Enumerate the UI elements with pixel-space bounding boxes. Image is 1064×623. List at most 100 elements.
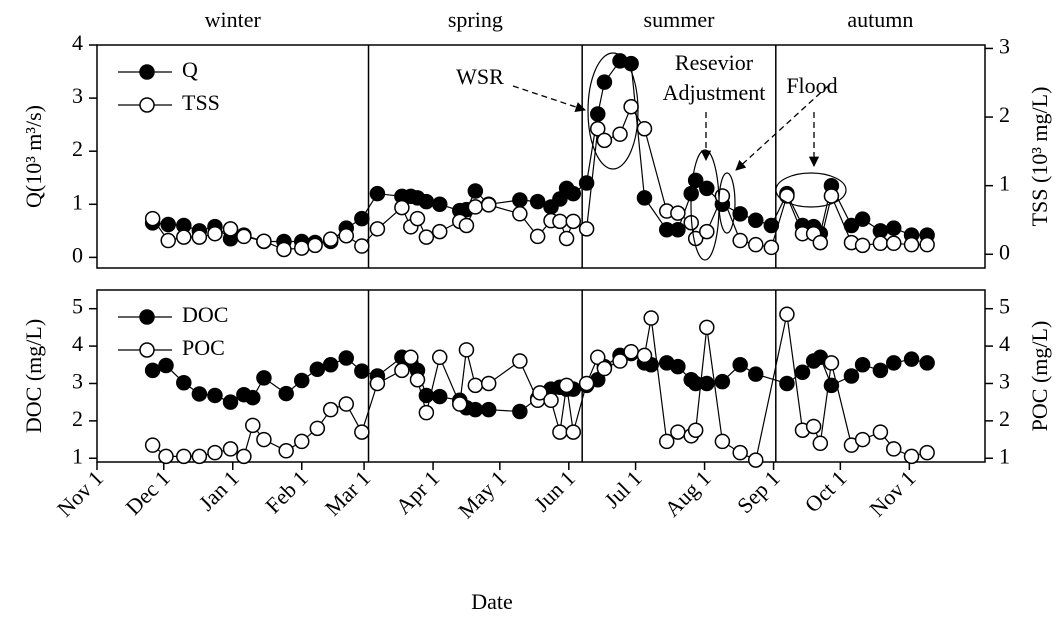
- data-point: [590, 120, 606, 137]
- data-point: [222, 394, 239, 410]
- data-point: [714, 433, 731, 450]
- data-point: [294, 433, 310, 450]
- data-point: [596, 74, 613, 90]
- data-point: [431, 223, 448, 240]
- annotation: Adjustment: [663, 80, 766, 105]
- data-point: [623, 99, 639, 115]
- data-point: [636, 120, 653, 137]
- data-point: [278, 385, 294, 402]
- data-point: [307, 237, 323, 254]
- y-tick-label: 3: [72, 369, 83, 394]
- annotation-arrow: [512, 85, 586, 112]
- data-point: [322, 357, 339, 373]
- data-point: [322, 401, 339, 418]
- data-point: [903, 448, 920, 465]
- data-point: [276, 241, 292, 258]
- data-point: [512, 206, 528, 222]
- season-label: autumn: [847, 7, 913, 32]
- highlight-ellipse: [775, 172, 847, 208]
- y-tick-label: 2: [72, 406, 83, 431]
- y2-tick-label: 1: [999, 171, 1010, 196]
- data-point: [565, 213, 582, 230]
- plot-frame: [96, 289, 986, 463]
- data-point: [565, 424, 582, 440]
- data-point: [394, 199, 410, 216]
- data-point: [812, 435, 829, 452]
- data-point: [612, 353, 628, 369]
- data-point: [467, 377, 484, 394]
- data-point: [578, 375, 595, 392]
- data-point: [458, 217, 475, 234]
- data-point: [207, 225, 223, 242]
- x-tick-label: Mar 1: [320, 465, 375, 520]
- season-label: spring: [448, 7, 503, 32]
- data-point: [558, 377, 575, 394]
- data-point: [872, 235, 889, 252]
- x-tick-label: Sep 1: [732, 465, 785, 518]
- data-point: [590, 349, 606, 366]
- x-tick-label: Nov 1: [864, 465, 920, 521]
- data-point: [732, 232, 748, 249]
- x-tick-label: Apr 1: [391, 465, 445, 519]
- data-point: [431, 349, 448, 366]
- data-point: [670, 222, 686, 238]
- data-point: [687, 422, 704, 438]
- data-point: [160, 232, 176, 249]
- x-axis-label: Date: [471, 589, 513, 614]
- legend-marker: [139, 309, 155, 325]
- data-point: [236, 228, 252, 245]
- data-point: [191, 448, 208, 465]
- y2-tick-label: 1: [999, 443, 1010, 468]
- x-tick-label: Oct 1: [800, 465, 852, 517]
- data-point: [529, 228, 546, 245]
- season-label: winter: [205, 7, 262, 32]
- data-point: [207, 444, 223, 461]
- annotation: WSR: [456, 64, 504, 89]
- legend-label: TSS: [182, 90, 220, 115]
- data-point: [256, 233, 272, 249]
- data-point: [354, 238, 370, 254]
- x-tick-label: Dec 1: [120, 465, 174, 519]
- data-point: [854, 211, 871, 227]
- data-point: [903, 351, 920, 367]
- data-point: [394, 362, 410, 379]
- annotation: Flood: [786, 73, 837, 98]
- highlight-ellipse: [587, 52, 639, 170]
- data-point: [636, 190, 653, 206]
- data-point: [812, 234, 829, 251]
- data-point: [714, 188, 731, 204]
- data-point: [578, 175, 595, 191]
- y-tick-label: 4: [72, 30, 83, 55]
- data-point: [805, 418, 822, 435]
- data-point: [191, 229, 208, 245]
- y2-tick-label: 4: [999, 331, 1010, 356]
- data-point: [176, 374, 192, 391]
- data-point: [699, 180, 715, 197]
- data-point: [823, 188, 840, 204]
- y-tick-label: 2: [72, 136, 83, 161]
- data-point: [732, 357, 748, 373]
- data-point: [431, 388, 448, 405]
- data-point: [623, 343, 639, 360]
- data-point: [779, 375, 795, 392]
- data-point: [763, 239, 780, 256]
- data-point: [919, 236, 935, 253]
- data-point: [278, 443, 294, 459]
- data-point: [886, 441, 902, 457]
- data-point: [158, 448, 174, 465]
- data-point: [532, 385, 548, 401]
- data-point: [919, 355, 935, 371]
- data-point: [467, 199, 484, 215]
- y2-tick-label: 3: [999, 33, 1010, 58]
- y-tick-label: 5: [72, 294, 83, 319]
- data-point: [403, 349, 419, 366]
- data-point: [409, 371, 426, 388]
- data-point: [670, 424, 686, 440]
- data-point: [144, 362, 161, 379]
- data-point: [176, 448, 192, 465]
- legend-marker: [139, 64, 155, 80]
- data-point: [779, 306, 795, 323]
- x-tick-label: Feb 1: [260, 465, 313, 518]
- x-tick-label: Jan 1: [194, 465, 244, 515]
